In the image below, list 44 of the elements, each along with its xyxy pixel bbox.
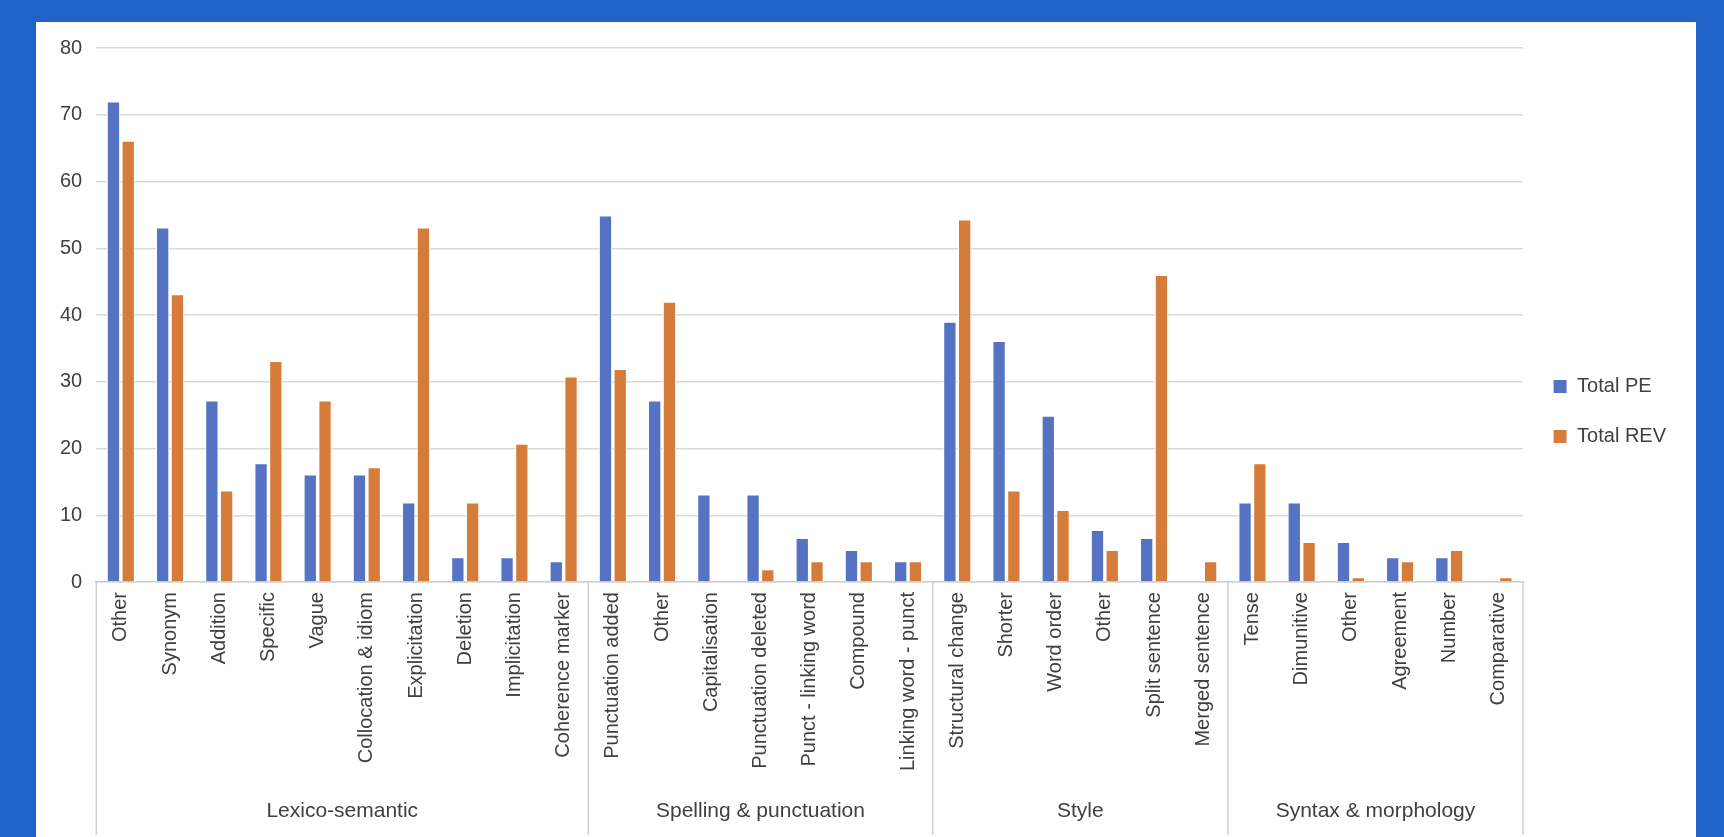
x-tick-label: Word order: [1043, 591, 1066, 692]
text: Spelling & punctuation: [655, 797, 865, 821]
x-tick-label: Deletion: [452, 592, 475, 666]
x-tick-label: Coherence marker: [551, 591, 574, 758]
x-tick-label: Addition: [206, 592, 229, 665]
text: Syntax & morphology: [1275, 797, 1476, 821]
x-tick-label: Other: [1338, 591, 1361, 643]
y-tick-label: 50: [60, 235, 83, 258]
x-tick-label: Other: [108, 591, 131, 643]
y-tick-label: 0: [71, 569, 83, 592]
y-tick-label: 60: [60, 169, 83, 192]
x-tick-label: Linking word - punct: [895, 591, 918, 771]
text: Lexico-semantic: [266, 797, 419, 821]
y-tick-label: 10: [60, 502, 83, 525]
x-tick-label: Structural change: [944, 592, 967, 749]
y-tick-label: 30: [60, 369, 83, 392]
x-tick-label: Dimunitive: [1289, 592, 1312, 686]
x-tick-label: Punct - linking word: [797, 592, 820, 767]
y-tick-label: 70: [60, 102, 83, 125]
y-tick-label: 40: [60, 302, 83, 325]
x-tick-label: Merged sentence: [1190, 592, 1213, 747]
y-tick-label: 20: [60, 436, 83, 459]
y-tick-label: 80: [60, 35, 83, 58]
x-tick-label: Collocation & idiom: [354, 592, 377, 764]
x-tick-label: Punctuation added: [600, 592, 623, 759]
text: Style: [1056, 797, 1104, 821]
x-tick-label: Comparative: [1485, 592, 1508, 706]
legend-label: Total PE: [1577, 374, 1652, 397]
x-tick-label: Other: [1092, 591, 1115, 643]
x-tick-label: Implicitation: [501, 592, 524, 698]
x-tick-label: Vague: [305, 592, 328, 649]
x-tick-label: Punctuation deleted: [747, 592, 770, 769]
x-tick-label: Split sentence: [1141, 592, 1164, 718]
x-tick-label: Number: [1436, 591, 1459, 664]
x-tick-label: Capitalisation: [698, 592, 721, 713]
x-tick-label: Compound: [846, 592, 869, 690]
x-tick-label: Explicitation: [403, 592, 426, 699]
legend-label: Total REV: [1577, 424, 1667, 447]
x-tick-label: Synonym: [157, 592, 180, 676]
x-tick-label: Shorter: [993, 591, 1016, 658]
x-tick-label: Other: [649, 591, 672, 643]
x-tick-label: Tense: [1239, 592, 1262, 646]
x-tick-label: Agreement: [1387, 591, 1410, 690]
x-tick-label: Specific: [255, 592, 278, 663]
